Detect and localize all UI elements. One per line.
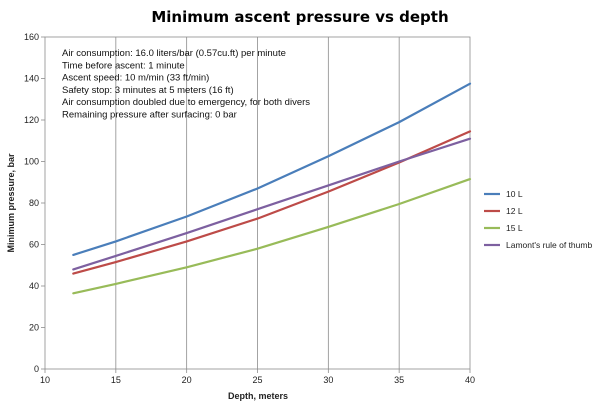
y-axis-label: Minimum pressure, bar <box>6 153 16 253</box>
y-tick-label: 0 <box>34 364 39 374</box>
legend-entry: 15 L <box>506 223 523 233</box>
annotation-line: Time before ascent: 1 minute <box>62 60 185 71</box>
x-tick-label: 20 <box>182 375 192 385</box>
plot-grid <box>115 37 400 369</box>
y-tick-label: 160 <box>24 32 39 42</box>
legend: 10 L 12 L 15 L Lamont's rule of thumb <box>484 189 592 250</box>
y-tick-label: 140 <box>24 74 39 84</box>
y-tick-label: 40 <box>29 281 39 291</box>
annotation-line: Ascent speed: 10 m/min (33 ft/min) <box>62 73 209 84</box>
x-tick-label: 15 <box>111 375 121 385</box>
series-lines <box>72 82 472 295</box>
series-line <box>72 178 472 295</box>
annotation-line: Safety stop: 3 minutes at 5 meters (16 f… <box>62 85 234 96</box>
y-tick-label: 100 <box>24 157 39 167</box>
y-tick-label: 60 <box>29 240 39 250</box>
chart-title: Minimum ascent pressure vs depth <box>151 8 448 26</box>
y-tick-label: 120 <box>24 115 39 125</box>
legend-entry: 10 L <box>506 189 523 199</box>
x-tick-label: 40 <box>465 375 475 385</box>
x-tick-label: 25 <box>252 375 262 385</box>
legend-entry: 12 L <box>506 206 523 216</box>
x-axis-label: Depth, meters <box>228 391 288 401</box>
series-line <box>72 137 472 271</box>
annotation-line: Air consumption doubled due to emergency… <box>62 97 310 108</box>
y-axis-ticks: 0 20 40 60 80 100 120 140 160 <box>24 32 45 374</box>
x-tick-label: 35 <box>394 375 404 385</box>
x-tick-label: 10 <box>40 375 50 385</box>
annotation-line: Remaining pressure after surfacing: 0 ba… <box>62 110 237 121</box>
chart-annotations: Air consumption: 16.0 liters/bar (0.57cu… <box>62 48 310 121</box>
y-tick-label: 20 <box>29 323 39 333</box>
annotation-line: Air consumption: 16.0 liters/bar (0.57cu… <box>62 48 286 59</box>
series-line <box>72 82 472 256</box>
x-axis-ticks: 10 15 20 25 30 35 40 <box>40 369 475 385</box>
x-tick-label: 30 <box>323 375 333 385</box>
y-tick-label: 80 <box>29 198 39 208</box>
legend-entry: Lamont's rule of thumb <box>506 240 592 250</box>
